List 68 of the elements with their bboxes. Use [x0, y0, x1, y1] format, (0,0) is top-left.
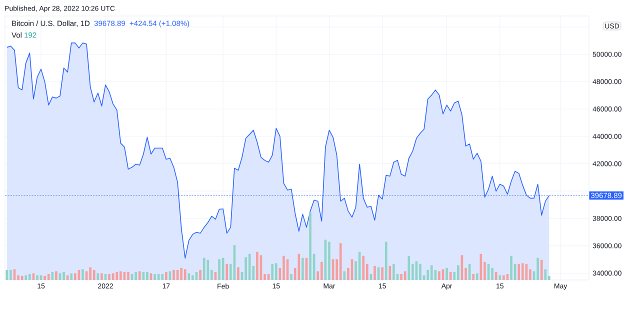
bar — [100, 273, 103, 280]
bar — [10, 270, 12, 280]
bar — [438, 271, 440, 280]
bar — [172, 270, 175, 280]
bar — [28, 274, 31, 280]
bar — [248, 254, 251, 280]
bar — [430, 265, 433, 280]
bar — [134, 272, 137, 280]
bar — [374, 266, 376, 280]
bar — [44, 276, 46, 280]
bar — [502, 275, 505, 280]
bar — [82, 269, 84, 280]
bar — [36, 275, 38, 280]
bar — [362, 256, 365, 280]
bar — [384, 242, 388, 280]
bar — [510, 256, 512, 280]
bar — [89, 267, 92, 280]
bar — [476, 273, 478, 280]
bar — [192, 275, 194, 280]
bar — [498, 275, 502, 280]
bar — [70, 273, 73, 280]
bar — [400, 274, 402, 280]
bar — [256, 252, 258, 280]
bar — [320, 262, 323, 280]
bar — [290, 274, 292, 280]
bar — [146, 272, 148, 280]
bar — [521, 263, 524, 280]
bar — [419, 264, 422, 280]
bar — [138, 271, 141, 280]
bar — [62, 272, 65, 280]
bar — [184, 269, 186, 280]
bar — [244, 257, 247, 280]
bar — [536, 258, 539, 280]
bar — [218, 259, 220, 280]
bar — [199, 270, 202, 280]
bar — [161, 274, 164, 280]
bar — [298, 254, 300, 280]
bar — [302, 258, 304, 280]
bar — [237, 267, 240, 280]
bar — [127, 272, 130, 280]
bar — [92, 270, 96, 280]
bar — [24, 275, 28, 280]
bar — [154, 274, 156, 280]
bar — [165, 272, 168, 280]
bar — [472, 274, 474, 280]
bar — [120, 271, 122, 280]
bar — [206, 260, 210, 280]
bar — [116, 272, 118, 280]
bar — [491, 268, 494, 280]
bar — [47, 274, 50, 280]
bar — [55, 271, 58, 280]
bar — [309, 212, 312, 280]
bar — [74, 273, 76, 280]
bar — [446, 268, 448, 280]
bar — [328, 242, 330, 280]
bar — [392, 264, 395, 280]
bar — [408, 256, 410, 280]
bar — [226, 264, 228, 280]
bar — [544, 269, 547, 280]
bar — [108, 274, 110, 280]
bar — [381, 267, 384, 280]
bar — [457, 265, 460, 280]
bar — [274, 263, 278, 280]
bar — [282, 256, 285, 280]
bar — [180, 268, 182, 280]
bar — [339, 243, 342, 280]
bar — [271, 264, 274, 280]
bar — [518, 264, 520, 280]
